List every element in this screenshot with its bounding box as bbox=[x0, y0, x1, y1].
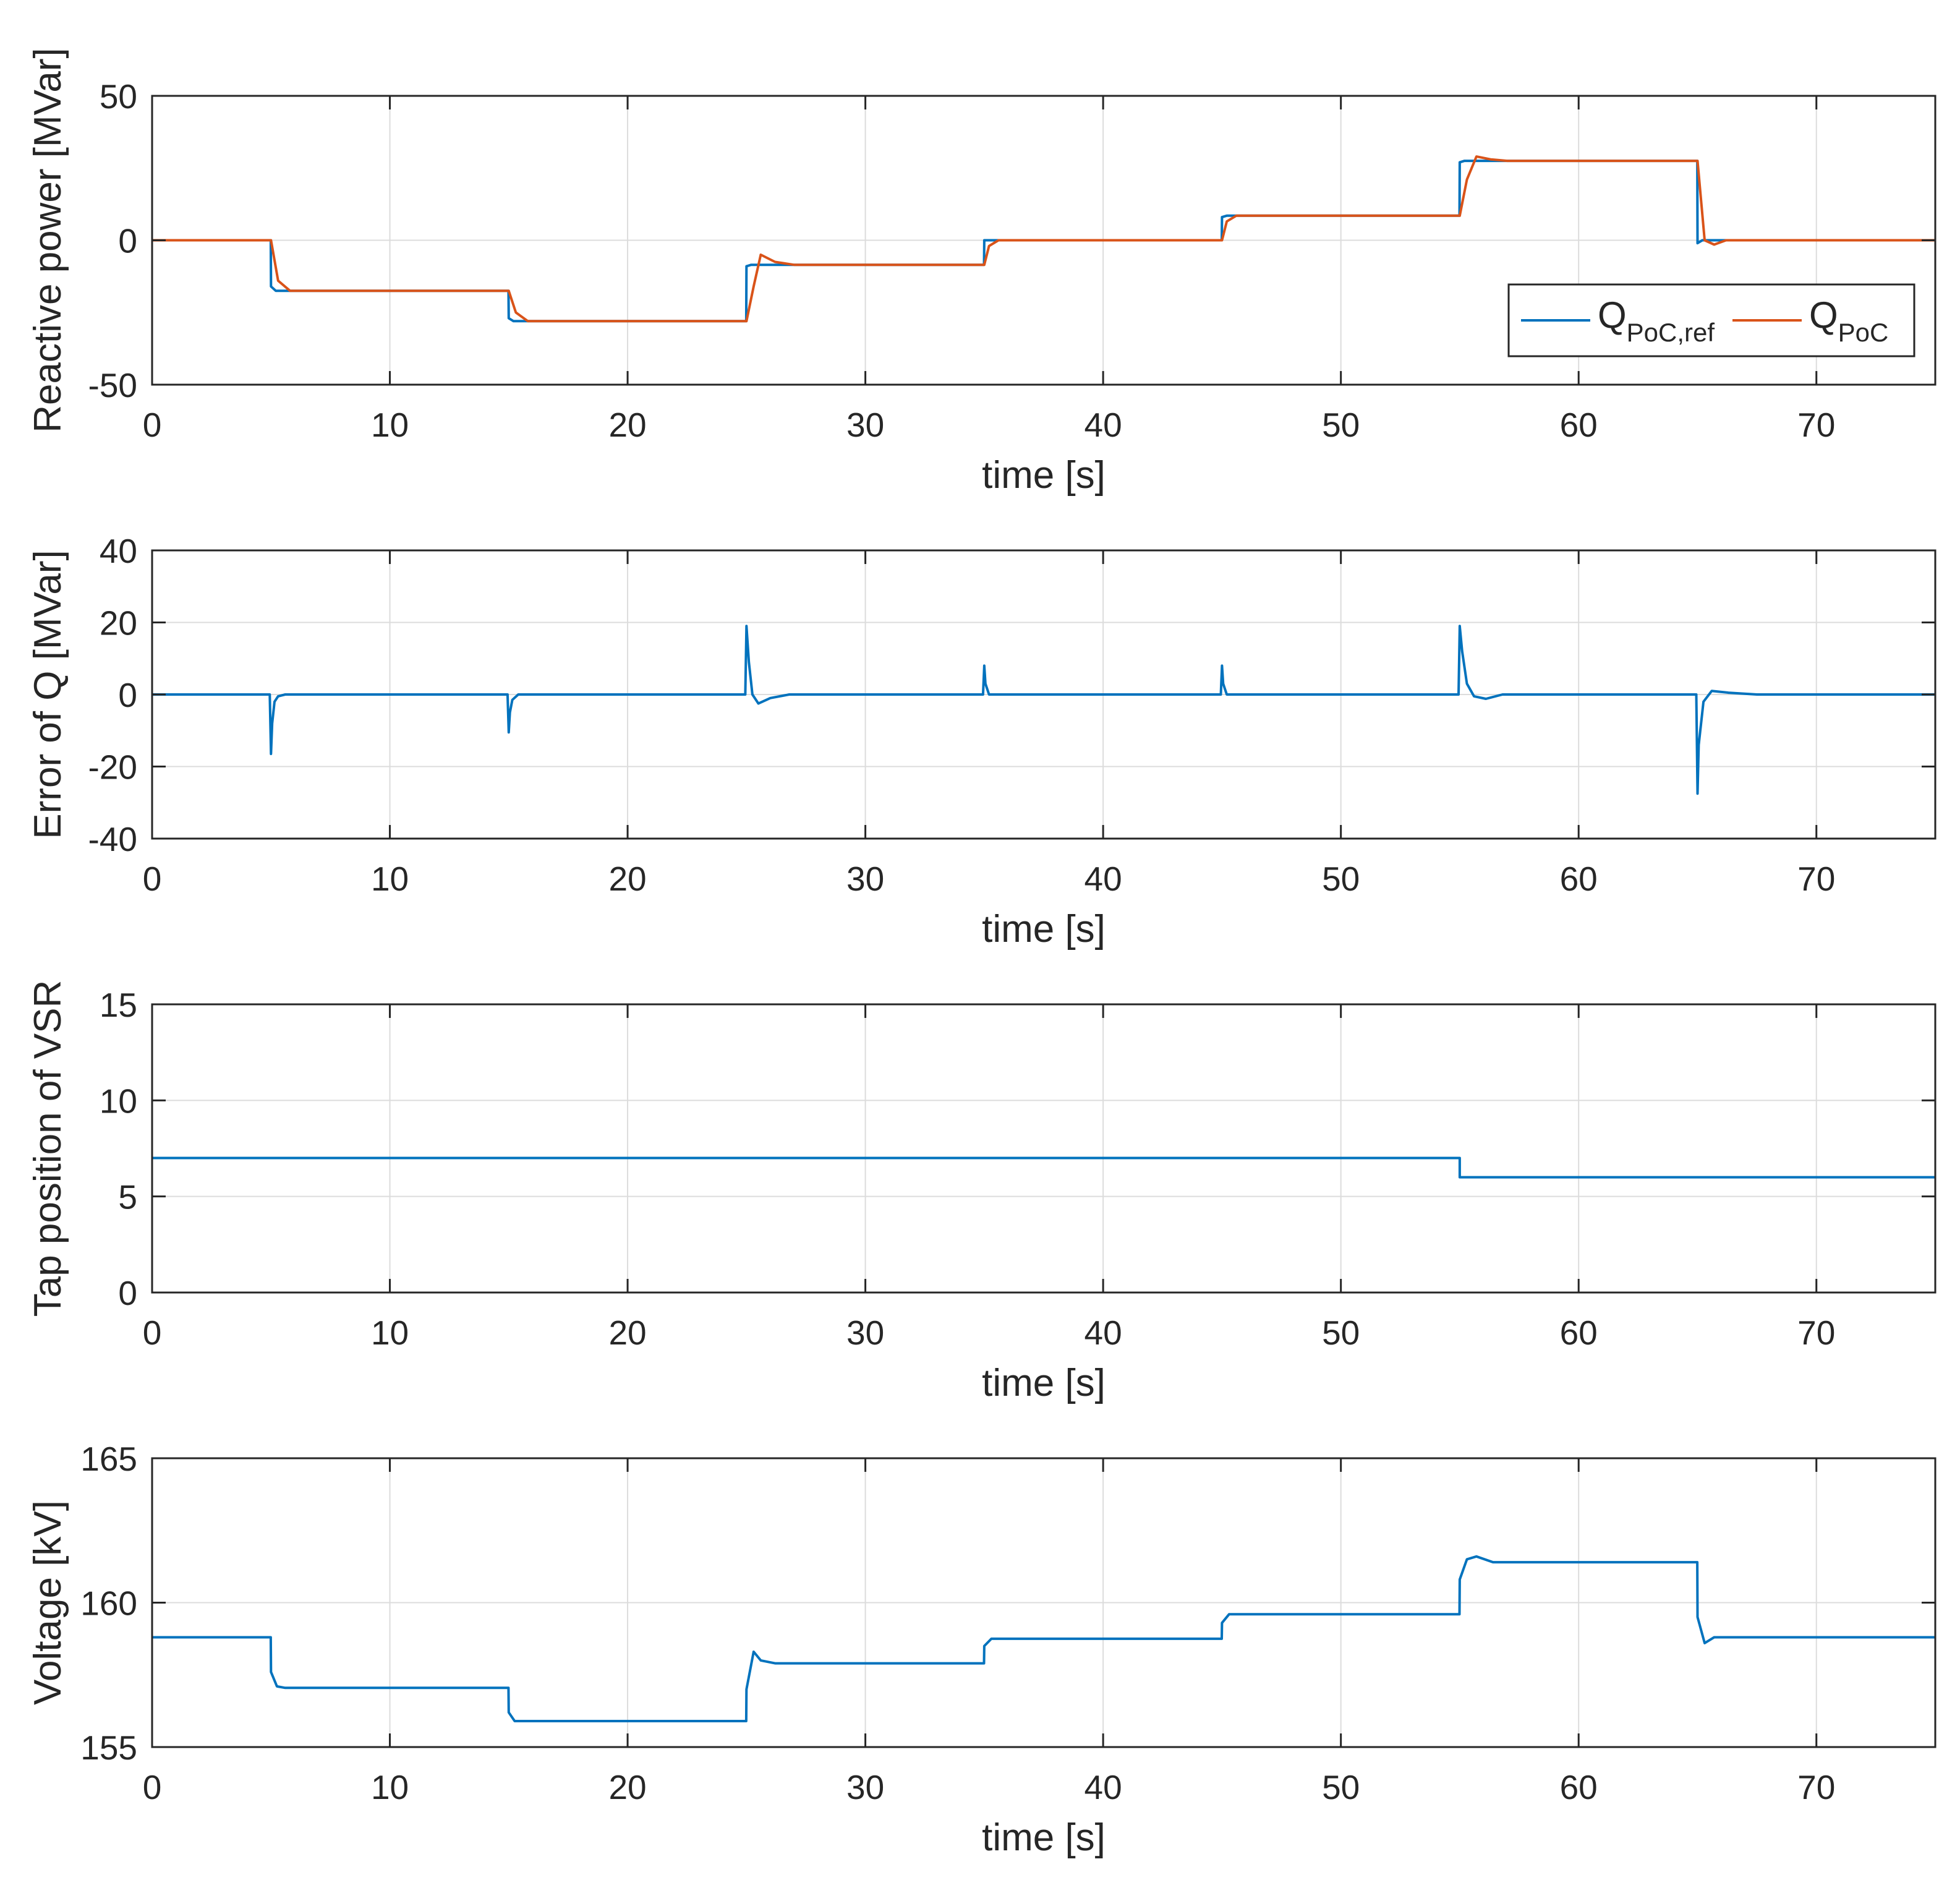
axes-box bbox=[151, 1003, 1937, 1294]
x-tick-label: 40 bbox=[1084, 406, 1122, 444]
y-tick-label: 40 bbox=[100, 532, 137, 570]
x-tick-label: 70 bbox=[1797, 406, 1835, 444]
x-tick-label: 70 bbox=[1797, 1768, 1835, 1806]
x-tick-label: 10 bbox=[371, 1314, 409, 1352]
y-axis-label: Voltage [kV] bbox=[27, 1500, 69, 1705]
y-tick-label: 5 bbox=[118, 1178, 137, 1216]
subplot-4: 0 10 20 30 40 50 60 70 155 160 165 time [s] Voltage … bbox=[27, 1440, 1937, 1859]
x-axis-label: time [s] bbox=[982, 1816, 1106, 1859]
subplot-2: 0 10 20 30 40 50 60 70 -40 -20 0 20 40 time [s] Error … bbox=[27, 532, 1937, 951]
y-tick-label: 0 bbox=[118, 1274, 137, 1312]
x-tick-label: 30 bbox=[846, 860, 884, 898]
y-tick-label: 155 bbox=[80, 1728, 137, 1767]
y-tick-label: 20 bbox=[100, 604, 137, 643]
y-tick-label: 10 bbox=[100, 1082, 137, 1120]
x-tick-label: 0 bbox=[143, 406, 162, 444]
legend-entry-main: Q bbox=[1809, 294, 1838, 336]
x-tick-label: 10 bbox=[371, 406, 409, 444]
legend: QPoC,ref QPoC bbox=[1507, 283, 1915, 357]
y-tick-label: 15 bbox=[100, 986, 137, 1024]
x-tick-label: 70 bbox=[1797, 860, 1835, 898]
legend-entry-1: QPoC,ref bbox=[1598, 294, 1715, 347]
x-tick-label: 50 bbox=[1322, 860, 1360, 898]
x-tick-label: 50 bbox=[1322, 1768, 1360, 1806]
series-line-1 bbox=[152, 1156, 1935, 1179]
x-tick-label: 50 bbox=[1322, 1314, 1360, 1352]
x-tick-label: 40 bbox=[1084, 1314, 1122, 1352]
x-tick-label: 20 bbox=[608, 1768, 646, 1806]
y-tick-label: 50 bbox=[100, 77, 137, 116]
plot-area bbox=[152, 1004, 1935, 1293]
series-line-2 bbox=[152, 155, 1935, 323]
x-tick-label: 30 bbox=[846, 406, 884, 444]
x-tick-label: 70 bbox=[1797, 1314, 1835, 1352]
x-tick-label: 0 bbox=[143, 1314, 162, 1352]
legend-entry-subscript: PoC,ref bbox=[1627, 318, 1715, 347]
x-axis-label: time [s] bbox=[982, 1362, 1106, 1404]
y-axis-label: Tap position of VSR bbox=[27, 980, 69, 1317]
series-line-1 bbox=[152, 625, 1935, 795]
legend-entry-main: Q bbox=[1598, 294, 1627, 336]
y-axis-label: Reactive power [MVar] bbox=[27, 48, 69, 433]
x-tick-label: 20 bbox=[608, 860, 646, 898]
y-tick-label: 0 bbox=[118, 222, 137, 260]
x-tick-label: 40 bbox=[1084, 1768, 1122, 1806]
x-tick-label: 20 bbox=[608, 1314, 646, 1352]
x-tick-label: 60 bbox=[1560, 1768, 1598, 1806]
x-axis-label: time [s] bbox=[982, 908, 1106, 951]
x-tick-label: 30 bbox=[846, 1314, 884, 1352]
series-line-1 bbox=[152, 1555, 1935, 1722]
subplot-3: 0 10 20 30 40 50 60 70 0 5 10 15 time [s] Tap positio… bbox=[27, 980, 1937, 1404]
x-tick-label: 40 bbox=[1084, 860, 1122, 898]
x-tick-label: 10 bbox=[371, 860, 409, 898]
x-tick-label: 20 bbox=[608, 406, 646, 444]
legend-entry-subscript: PoC bbox=[1838, 318, 1889, 347]
y-axis-label: Error of Q [MVar] bbox=[27, 550, 69, 839]
x-tick-label: 60 bbox=[1560, 1314, 1598, 1352]
y-tick-label: -50 bbox=[88, 366, 138, 404]
y-tick-label: -40 bbox=[88, 820, 138, 858]
y-tick-label: 165 bbox=[80, 1440, 137, 1478]
x-axis-label: time [s] bbox=[982, 454, 1106, 497]
x-tick-label: 60 bbox=[1560, 406, 1598, 444]
x-tick-label: 30 bbox=[846, 1768, 884, 1806]
x-tick-label: 60 bbox=[1560, 860, 1598, 898]
y-tick-label: -20 bbox=[88, 748, 138, 787]
y-tick-label: 160 bbox=[80, 1584, 137, 1623]
x-tick-label: 0 bbox=[143, 860, 162, 898]
x-tick-label: 0 bbox=[143, 1768, 162, 1806]
x-tick-label: 10 bbox=[371, 1768, 409, 1806]
y-tick-label: 0 bbox=[118, 676, 137, 714]
x-tick-label: 50 bbox=[1322, 406, 1360, 444]
legend-entry-2: QPoC bbox=[1809, 294, 1888, 347]
